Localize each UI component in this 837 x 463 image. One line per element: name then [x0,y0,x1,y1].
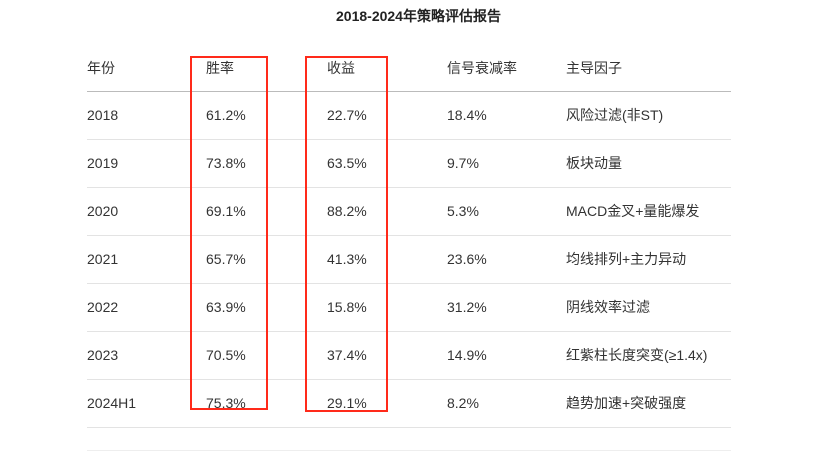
cell-win-rate: 61.2% [206,107,246,123]
cell-win-rate: 73.8% [206,155,246,171]
header-signal-decay: 信号衰减率 [447,60,517,76]
table-row: 2022 63.9% 15.8% 31.2% 阴线效率过滤 [87,284,731,332]
header-win-rate: 胜率 [206,60,234,76]
table-header: 年份 胜率 收益 信号衰减率 主导因子 [87,45,731,92]
cell-win-rate: 75.3% [206,395,246,411]
table-row: 2024H1 75.3% 29.1% 8.2% 趋势加速+突破强度 [87,380,731,428]
header-main-factor: 主导因子 [566,60,622,76]
cell-year: 2018 [87,107,119,123]
cell-signal-decay: 5.3% [447,203,479,219]
table-row: 2020 69.1% 88.2% 5.3% MACD金叉+量能爆发 [87,188,731,236]
divider [87,450,731,451]
cell-return: 22.7% [327,107,367,123]
report-title: 2018-2024年策略评估报告 [336,8,501,24]
cell-year: 2022 [87,299,119,315]
cell-win-rate: 69.1% [206,203,246,219]
strategy-table: 年份 胜率 收益 信号衰减率 主导因子 2018 61.2% 22.7% 18.4% 风… [87,45,731,428]
cell-signal-decay: 23.6% [447,251,487,267]
cell-main-factor: 阴线效率过滤 [566,299,650,315]
cell-main-factor: 风险过滤(非ST) [566,107,664,123]
cell-win-rate: 70.5% [206,347,246,363]
table-row: 2021 65.7% 41.3% 23.6% 均线排列+主力异动 [87,236,731,284]
table-row: 2023 70.5% 37.4% 14.9% 红紫柱长度突变(≥1.4x) [87,332,731,380]
cell-return: 29.1% [327,395,367,411]
cell-year: 2023 [87,347,119,363]
cell-signal-decay: 8.2% [447,395,479,411]
cell-return: 88.2% [327,203,367,219]
header-year: 年份 [87,60,115,76]
cell-return: 41.3% [327,251,367,267]
return-highlight-box [305,56,388,412]
cell-signal-decay: 18.4% [447,107,487,123]
cell-return: 63.5% [327,155,367,171]
cell-signal-decay: 31.2% [447,299,487,315]
win-rate-highlight-box [190,56,268,410]
cell-main-factor: 红紫柱长度突变(≥1.4x) [566,347,708,363]
cell-main-factor: 均线排列+主力异动 [566,251,687,267]
table-row: 2018 61.2% 22.7% 18.4% 风险过滤(非ST) [87,92,731,140]
cell-return: 15.8% [327,299,367,315]
cell-main-factor: MACD金叉+量能爆发 [566,203,700,219]
cell-year: 2021 [87,251,119,267]
cell-year: 2024H1 [87,395,137,411]
cell-win-rate: 65.7% [206,251,246,267]
cell-year: 2019 [87,155,119,171]
cell-return: 37.4% [327,347,367,363]
header-return: 收益 [327,60,355,76]
cell-main-factor: 板块动量 [566,155,622,171]
cell-main-factor: 趋势加速+突破强度 [566,395,687,411]
cell-year: 2020 [87,203,119,219]
table-row: 2019 73.8% 63.5% 9.7% 板块动量 [87,140,731,188]
cell-win-rate: 63.9% [206,299,246,315]
cell-signal-decay: 14.9% [447,347,487,363]
cell-signal-decay: 9.7% [447,155,479,171]
